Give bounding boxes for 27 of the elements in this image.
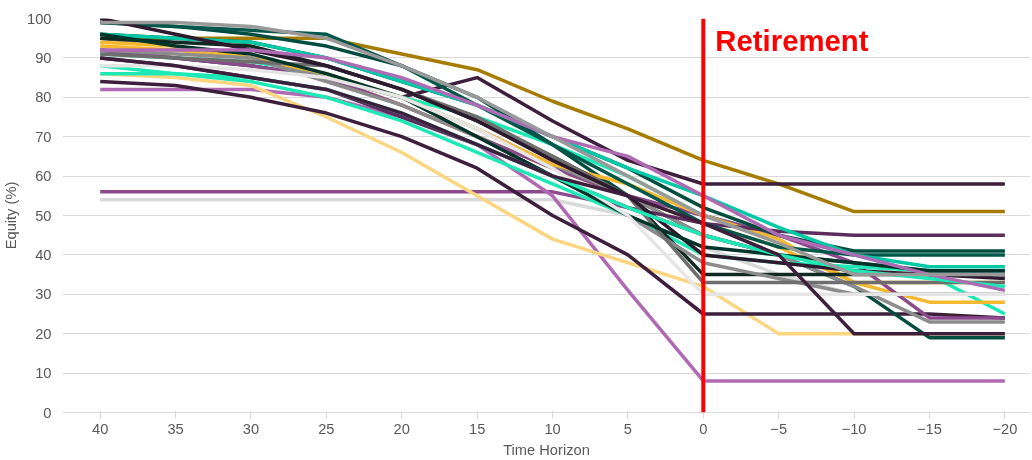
x-tick-label: 20 [393, 420, 410, 437]
x-axis-title: Time Horizon [503, 441, 590, 458]
y-tick-label: 50 [35, 207, 52, 224]
x-tick-label: 0 [699, 420, 708, 437]
y-tick-label: 90 [35, 49, 52, 66]
y-tick-label: 80 [35, 89, 52, 106]
x-tick-label: −5 [770, 420, 788, 437]
x-tick-label: 40 [92, 420, 109, 437]
y-tick-label: 60 [35, 168, 52, 185]
x-tick-label: −20 [992, 420, 1018, 437]
y-axis-title: Equity (%) [3, 181, 20, 250]
y-tick-label: 20 [35, 325, 52, 342]
x-tick-label: 35 [167, 420, 184, 437]
x-tick-label: 5 [623, 420, 632, 437]
y-tick-label: 10 [35, 365, 52, 382]
x-tick-label: −15 [917, 420, 942, 437]
y-tick-label: 40 [35, 246, 52, 263]
x-tick-label: 30 [242, 420, 260, 437]
y-tick-label: 30 [35, 286, 52, 303]
y-tick-label: 70 [35, 128, 52, 145]
x-tick-label: 15 [468, 420, 486, 437]
x-tick-label: −10 [841, 420, 867, 437]
y-tick-label: 0 [43, 404, 52, 421]
x-tick-label: 10 [544, 420, 561, 437]
x-tick-label: 25 [318, 420, 335, 437]
y-tick-label: 100 [27, 10, 52, 27]
ref-line-label: Retirement [715, 23, 869, 57]
